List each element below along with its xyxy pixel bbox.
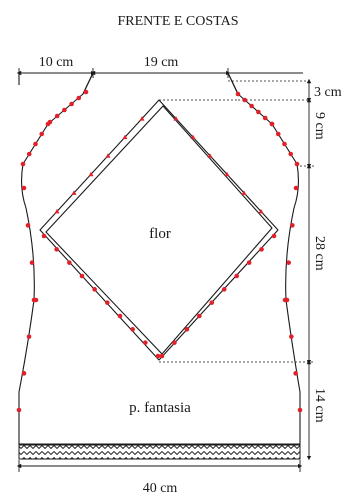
side-increase-dot xyxy=(29,260,35,265)
flower-top-dim: 9 cm xyxy=(312,112,327,140)
bottom-dim: 14 cm xyxy=(312,388,327,423)
flower-decrease-dot xyxy=(67,260,72,265)
flower-increase-marker xyxy=(88,171,94,177)
armhole-decrease-dot xyxy=(288,151,294,157)
neck-decrease-dot xyxy=(235,91,241,97)
flower-decrease-dot xyxy=(92,287,97,292)
armhole-decrease-dot xyxy=(20,161,26,167)
flower-decrease-dot xyxy=(54,247,59,252)
flower-decrease-dot xyxy=(234,273,239,279)
garment-outline xyxy=(18,72,303,446)
neck-decrease-dot xyxy=(76,95,82,101)
flower-decrease-dot xyxy=(172,340,177,345)
neck-decrease-dot xyxy=(83,89,89,95)
fancy-stitch-band xyxy=(18,443,301,460)
fancy-stitch-label: p. fantasia xyxy=(129,400,191,416)
flower-decrease-dot xyxy=(209,300,215,305)
side-increase-dot xyxy=(21,185,27,191)
flower-decrease-dot xyxy=(246,260,252,265)
neck-decrease-dot xyxy=(242,97,248,103)
flower-label: flor xyxy=(149,226,171,242)
side-decrease-dot xyxy=(26,334,32,339)
armhole-decrease-dot xyxy=(33,141,38,147)
flower-increase-marker xyxy=(122,134,128,140)
flower-decrease-dot xyxy=(221,287,227,292)
flower-increase-marker xyxy=(224,171,230,177)
flower-diamond xyxy=(39,99,279,361)
flower-increase-marker xyxy=(207,153,213,158)
flower-decrease-dot xyxy=(79,273,85,279)
shoulder-dim: 10 cm xyxy=(39,55,74,70)
flower-decrease-dot xyxy=(197,313,202,319)
flower-increase-marker xyxy=(105,153,111,158)
side-increase-dot xyxy=(25,223,31,228)
flower-increase-marker xyxy=(139,116,145,121)
side-decrease-dot xyxy=(31,297,37,303)
armhole-decrease-dot xyxy=(26,151,32,157)
armhole-decrease-dot xyxy=(269,121,275,127)
neck-decrease-dot xyxy=(69,101,74,107)
side-increase-dot xyxy=(286,260,291,265)
flower-decrease-dot xyxy=(155,353,161,359)
flower-increase-marker xyxy=(258,208,264,214)
side-increase-dot xyxy=(293,185,299,191)
neck-decrease-dot xyxy=(249,103,254,109)
armhole-decrease-dot xyxy=(282,141,287,147)
width-dim: 40 cm xyxy=(143,481,178,496)
neckline xyxy=(82,72,239,95)
neck-drop-dim: 3 cm xyxy=(314,85,342,100)
flower-decrease-dot xyxy=(271,233,277,239)
side-decrease-dot xyxy=(284,297,290,303)
neck-decrease-dot xyxy=(54,113,60,119)
flower-decrease-dot xyxy=(41,233,47,239)
neck-dim: 19 cm xyxy=(144,55,179,70)
flower-decrease-dot xyxy=(143,340,148,345)
flower-increase-marker xyxy=(190,134,196,140)
flower-decrease-dot xyxy=(130,327,135,332)
armhole-decrease-dot xyxy=(294,161,300,167)
armhole-decrease-dot xyxy=(39,131,45,137)
diagram-title: FRENTE E COSTAS xyxy=(117,14,238,29)
neck-decrease-dot xyxy=(262,115,268,121)
flower-increase-marker xyxy=(71,190,77,195)
flower-decrease-dot xyxy=(117,313,123,319)
decrease-markers xyxy=(16,89,303,413)
flower-decrease-dot xyxy=(159,353,165,359)
flower-increase-marker xyxy=(54,208,60,214)
flower-increase-marker xyxy=(241,190,247,195)
neck-decrease-dot xyxy=(256,109,261,115)
side-decrease-dot xyxy=(293,371,298,376)
side-decrease-dot xyxy=(289,334,294,339)
flower-decrease-dot xyxy=(105,300,110,305)
flower-decrease-dot xyxy=(184,327,190,332)
flower-decrease-dot xyxy=(259,247,264,252)
side-decrease-dot xyxy=(21,371,27,376)
neck-decrease-dot xyxy=(62,107,67,113)
armhole-decrease-dot xyxy=(45,121,51,127)
flower-height-dim: 28 cm xyxy=(312,236,327,271)
side-decrease-dot xyxy=(16,407,22,413)
side-increase-dot xyxy=(290,223,295,228)
side-decrease-dot xyxy=(297,407,303,413)
armhole-decrease-dot xyxy=(275,131,281,137)
flower-increase-marker xyxy=(173,116,179,121)
